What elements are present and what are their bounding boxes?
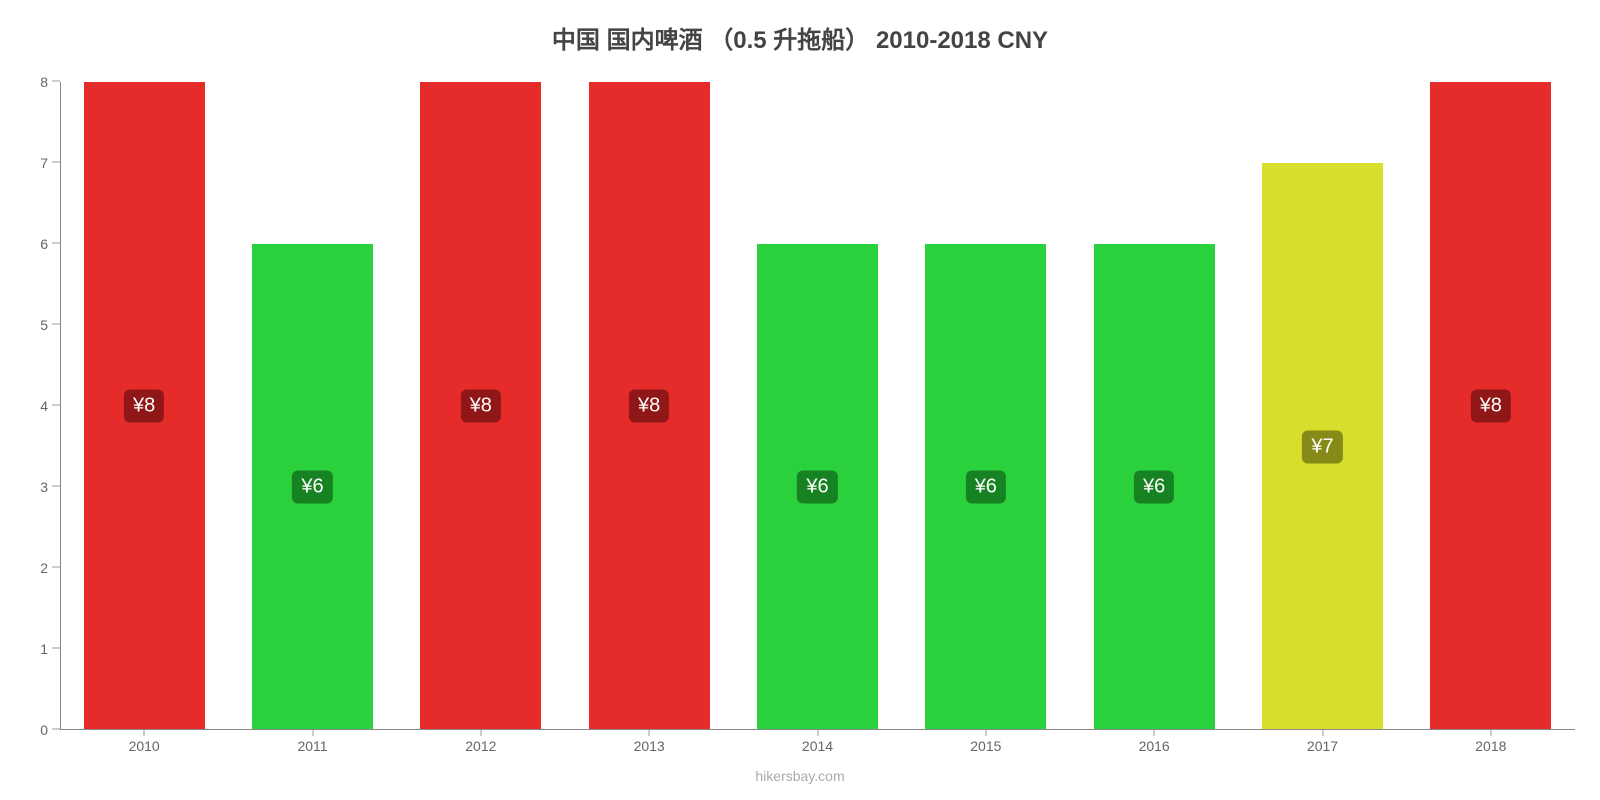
bar-value-label: ¥7 bbox=[1302, 430, 1342, 463]
x-tick-mark bbox=[144, 730, 145, 736]
bar-value-label: ¥6 bbox=[966, 471, 1006, 504]
y-tick-mark bbox=[52, 567, 60, 568]
y-tick-label: 0 bbox=[40, 722, 48, 738]
x-tick-mark bbox=[312, 730, 313, 736]
x-tick-mark bbox=[985, 730, 986, 736]
bar: ¥6 bbox=[1094, 244, 1215, 730]
x-tick-label: 2018 bbox=[1475, 738, 1506, 754]
y-tick-mark bbox=[52, 243, 60, 244]
x-tick-label: 2013 bbox=[634, 738, 665, 754]
attribution-text: hikersbay.com bbox=[0, 768, 1600, 784]
y-tick-mark bbox=[52, 324, 60, 325]
x-tick-mark bbox=[649, 730, 650, 736]
x-tick-mark bbox=[1154, 730, 1155, 736]
bar-value-label: ¥6 bbox=[292, 471, 332, 504]
x-axis: 2010 2011 2012 2013 2014 2015 2016 2017 2018 bbox=[60, 730, 1575, 765]
bar-value-label: ¥6 bbox=[1134, 471, 1174, 504]
x-tick-label: 2014 bbox=[802, 738, 833, 754]
y-tick-label: 5 bbox=[40, 317, 48, 333]
x-tick-label: 2010 bbox=[129, 738, 160, 754]
x-tick-label: 2017 bbox=[1307, 738, 1338, 754]
bar-chart: 中国 国内啤酒 （0.5 升拖船） 2010-2018 CNY 0 1 2 3 4 5 6 7… bbox=[0, 0, 1600, 800]
x-tick-mark bbox=[480, 730, 481, 736]
bar-value-label: ¥8 bbox=[461, 390, 501, 423]
bar: ¥6 bbox=[925, 244, 1046, 730]
bar: ¥8 bbox=[420, 82, 541, 730]
bar: ¥8 bbox=[1430, 82, 1551, 730]
plot-area: ¥8 ¥6 ¥8 ¥8 ¥6 ¥6 ¥6 ¥7 ¥8 bbox=[60, 82, 1575, 730]
bars-container: ¥8 ¥6 ¥8 ¥8 ¥6 ¥6 ¥6 ¥7 ¥8 bbox=[60, 82, 1575, 730]
y-tick-mark bbox=[52, 486, 60, 487]
y-tick-mark bbox=[52, 729, 60, 730]
chart-title: 中国 国内啤酒 （0.5 升拖船） 2010-2018 CNY bbox=[0, 20, 1600, 55]
y-tick-label: 1 bbox=[40, 641, 48, 657]
y-tick-mark bbox=[52, 162, 60, 163]
bar-value-label: ¥6 bbox=[797, 471, 837, 504]
y-tick-label: 4 bbox=[40, 398, 48, 414]
y-tick-label: 8 bbox=[40, 74, 48, 90]
y-tick-mark bbox=[52, 81, 60, 82]
x-tick-label: 2011 bbox=[297, 738, 327, 754]
x-tick-label: 2016 bbox=[1139, 738, 1170, 754]
y-tick-label: 3 bbox=[40, 479, 48, 495]
bar: ¥8 bbox=[589, 82, 710, 730]
y-tick-label: 2 bbox=[40, 560, 48, 576]
x-tick-mark bbox=[1490, 730, 1491, 736]
bar: ¥7 bbox=[1262, 163, 1383, 730]
bar-value-label: ¥8 bbox=[629, 390, 669, 423]
y-tick-label: 7 bbox=[40, 155, 48, 171]
x-tick-label: 2015 bbox=[970, 738, 1001, 754]
bar-value-label: ¥8 bbox=[124, 390, 164, 423]
bar-value-label: ¥8 bbox=[1471, 390, 1511, 423]
y-axis: 012345678 bbox=[0, 82, 60, 730]
y-tick-mark bbox=[52, 405, 60, 406]
bar: ¥6 bbox=[757, 244, 878, 730]
x-tick-mark bbox=[1322, 730, 1323, 736]
x-tick-label: 2012 bbox=[465, 738, 496, 754]
bar: ¥8 bbox=[84, 82, 205, 730]
bar: ¥6 bbox=[252, 244, 373, 730]
y-tick-mark bbox=[52, 648, 60, 649]
x-tick-mark bbox=[817, 730, 818, 736]
y-tick-label: 6 bbox=[40, 236, 48, 252]
